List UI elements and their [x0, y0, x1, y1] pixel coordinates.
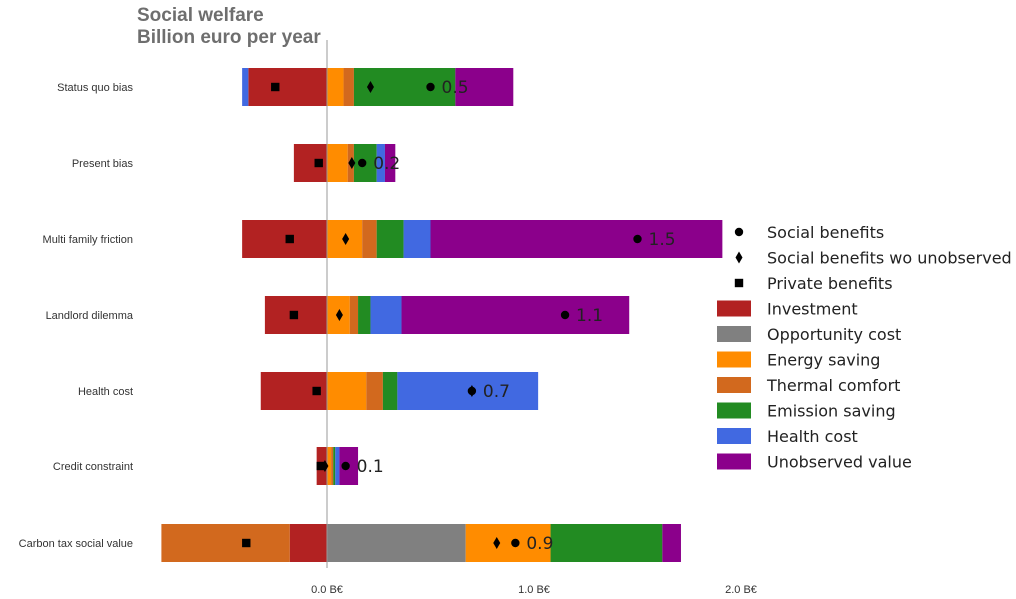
bar-segment	[376, 220, 404, 258]
bar-segment	[382, 372, 398, 410]
legend-label: Investment	[767, 300, 858, 319]
chart-subtitle: Billion euro per year	[137, 27, 321, 48]
bar-segment	[401, 296, 630, 334]
legend-label: Social benefits wo unobserved	[767, 249, 1012, 268]
bar-segment	[358, 296, 371, 334]
category-label: Landlord dilemma	[46, 310, 134, 322]
legend-label: Energy saving	[767, 351, 880, 370]
x-tick-label: 2.0 B€	[725, 584, 757, 596]
bar-segment	[430, 220, 723, 258]
bar-segment	[327, 144, 348, 182]
circle-marker	[560, 310, 570, 320]
bar-segment	[343, 68, 354, 106]
x-tick-label: 0.0 B€	[311, 584, 343, 596]
value-label: 1.5	[649, 230, 676, 250]
category-label: Credit constraint	[53, 461, 133, 473]
bar-segment	[384, 144, 396, 182]
legend-swatch	[717, 402, 751, 419]
bar-segment	[327, 524, 466, 562]
bar-segment	[335, 447, 340, 485]
bar-segment	[331, 447, 334, 485]
square-marker	[314, 158, 323, 168]
square-marker	[242, 538, 251, 548]
square-marker	[316, 461, 325, 471]
legend-square-marker	[734, 278, 744, 288]
x-tick-label: 1.0 B€	[518, 584, 550, 596]
diamond-marker	[335, 309, 343, 321]
bar-segment	[403, 220, 431, 258]
legend-label: Opportunity cost	[767, 325, 901, 344]
diamond-marker	[366, 81, 374, 93]
bar-segment	[366, 372, 383, 410]
category-label: Carbon tax social value	[19, 538, 133, 550]
circle-marker	[357, 158, 367, 168]
bar-segment	[662, 524, 681, 562]
bar-segment	[161, 524, 290, 562]
legend-swatch	[717, 351, 751, 368]
diamond-marker	[342, 233, 350, 245]
diamond-marker	[468, 385, 476, 397]
value-label: 0.5	[442, 78, 469, 98]
legend-label: Emission saving	[767, 402, 896, 421]
bar-segment	[242, 220, 327, 258]
bar-segment	[370, 296, 402, 334]
category-label: Present bias	[72, 158, 134, 170]
legend-label: Social benefits	[767, 223, 884, 242]
bar-segment	[376, 144, 385, 182]
bar-segment	[349, 296, 359, 334]
category-label: Status quo bias	[57, 82, 133, 94]
value-label: 0.2	[373, 154, 400, 174]
bar-segment	[327, 68, 344, 106]
diamond-marker	[348, 157, 356, 169]
circle-marker	[511, 538, 520, 548]
bar-segment	[327, 372, 367, 410]
diamond-marker	[493, 537, 501, 549]
bar-segment	[333, 447, 336, 485]
value-label: 1.1	[576, 306, 603, 326]
bar-segment	[248, 68, 327, 106]
bar-segment	[455, 68, 514, 106]
value-label: 0.7	[483, 382, 510, 402]
circle-marker	[341, 461, 350, 471]
legend-label: Health cost	[767, 427, 858, 446]
legend-swatch	[717, 377, 751, 393]
value-label: 0.9	[526, 534, 553, 554]
bar-segment	[289, 524, 327, 562]
legend-label: Private benefits	[767, 274, 893, 293]
legend-swatch	[717, 326, 751, 342]
legend-diamond-marker	[735, 251, 743, 264]
circle-marker	[633, 234, 642, 244]
bar-segment	[327, 447, 332, 485]
square-marker	[271, 82, 280, 92]
bar-segment	[242, 68, 249, 106]
category-label: Health cost	[78, 386, 133, 398]
square-marker	[285, 234, 294, 244]
legend-swatch	[717, 300, 751, 317]
value-label: 0.1	[357, 457, 384, 477]
legend-label: Unobserved value	[767, 453, 912, 472]
square-marker	[289, 310, 299, 320]
square-marker	[312, 386, 321, 396]
legend-swatch	[717, 453, 751, 470]
category-label: Multi family friction	[43, 234, 133, 246]
chart-title: Social welfare	[137, 5, 264, 26]
bar-segment	[362, 220, 377, 258]
circle-marker	[426, 82, 435, 92]
bar-segment	[465, 524, 551, 562]
legend-swatch	[717, 428, 751, 444]
bar-segment	[550, 524, 663, 562]
legend-label: Thermal comfort	[766, 376, 900, 395]
legend-circle-marker	[734, 227, 744, 237]
